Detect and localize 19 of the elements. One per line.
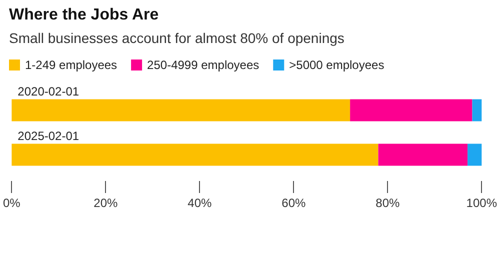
- x-tick-label: 100%: [466, 196, 498, 210]
- x-tick-label: 0%: [3, 196, 21, 210]
- bar: [472, 99, 482, 122]
- chart-subtitle: Small businesses account for almost 80% of openings: [9, 30, 344, 46]
- y-tick-label: 2020-02-01: [18, 84, 80, 98]
- bar: [378, 144, 468, 166]
- x-tick-label: 60%: [282, 196, 306, 210]
- y-tick-label: 2025-02-01: [18, 128, 80, 143]
- bar: [468, 144, 482, 166]
- bar: [12, 99, 350, 122]
- legend-label: >5000 employees: [289, 58, 384, 72]
- bar: [350, 99, 472, 122]
- x-tick-label: 20%: [94, 196, 118, 210]
- x-tick-label: 40%: [188, 196, 212, 210]
- legend-label: 250-4999 employees: [147, 58, 260, 72]
- legend-label: 1-249 employees: [25, 58, 118, 72]
- x-tick-label: 80%: [376, 196, 400, 210]
- chart-title: Where the Jobs Are: [9, 6, 159, 24]
- bar: [12, 144, 378, 166]
